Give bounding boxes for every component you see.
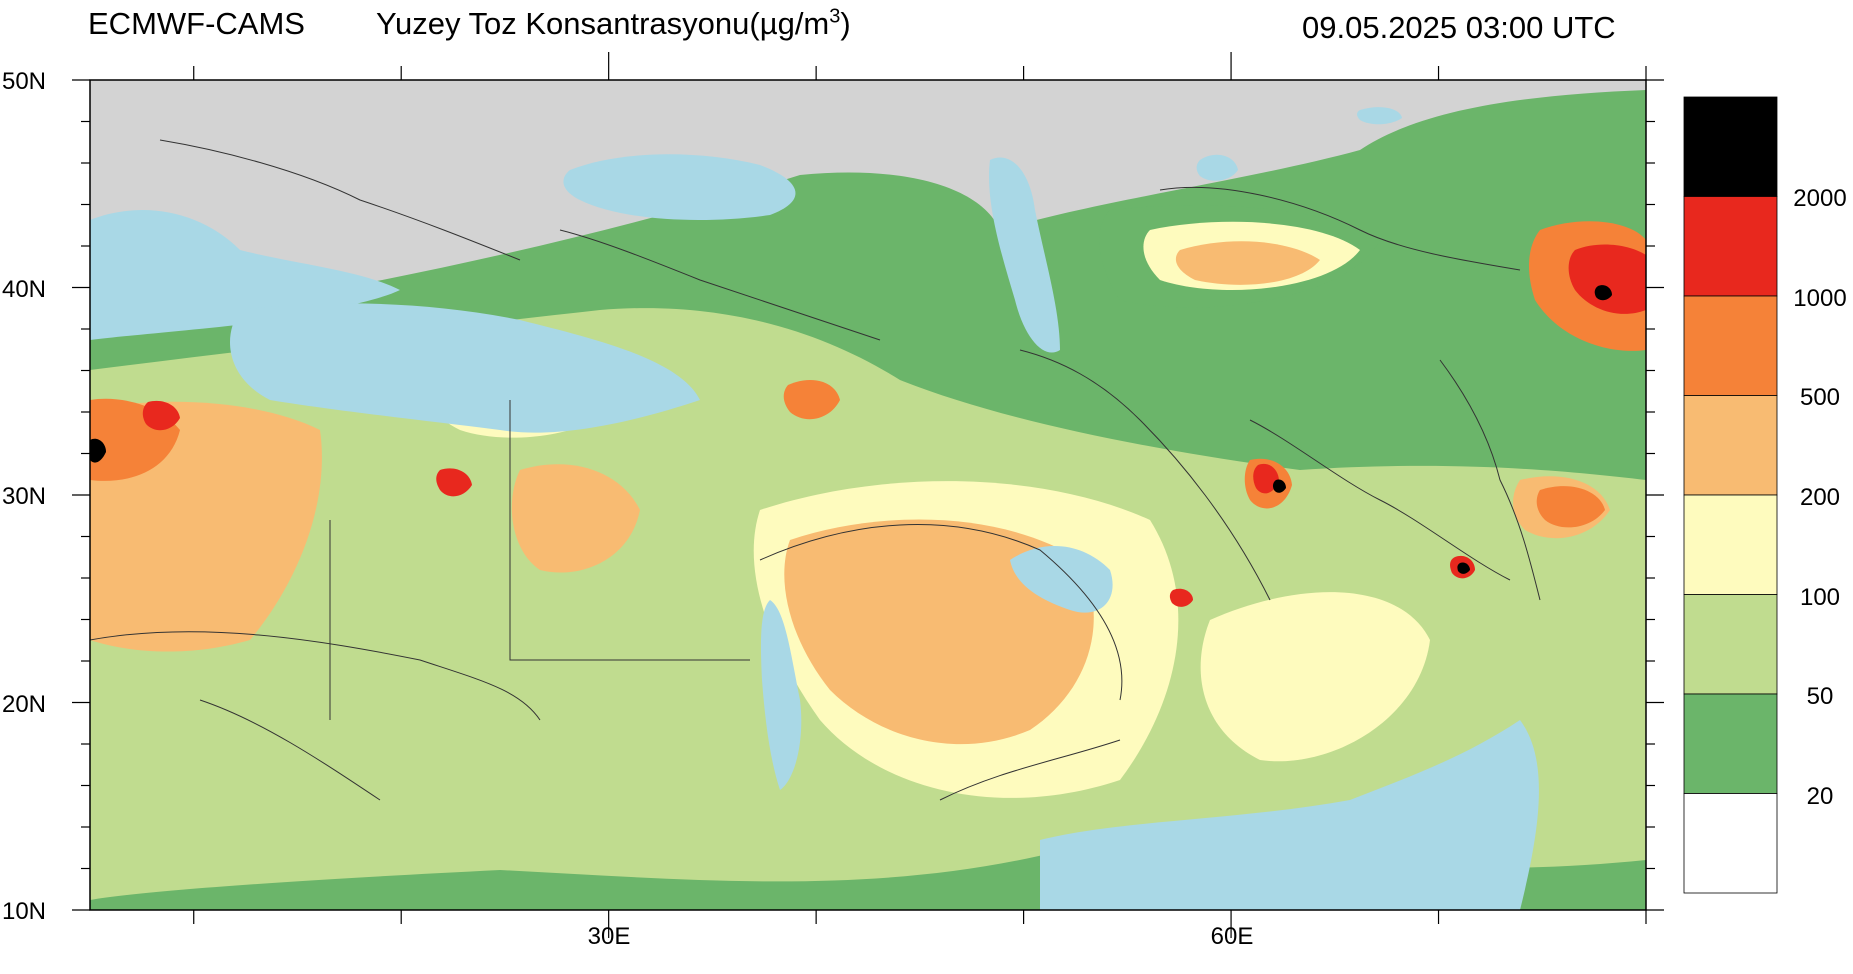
dust-layer-1000 bbox=[142, 244, 1646, 607]
sea-black bbox=[563, 154, 796, 220]
map-title: Yuzey Toz Konsantrasyonu(µg/m3) bbox=[376, 5, 851, 41]
colorbar-swatch bbox=[1683, 793, 1778, 894]
colorbar-label-100: 100 bbox=[1799, 584, 1841, 611]
lat-label-20n: 20N bbox=[1, 691, 46, 718]
lake-balkhash bbox=[1357, 107, 1402, 125]
sea-red bbox=[760, 600, 802, 790]
country-borders bbox=[90, 139, 1541, 801]
sea-arabian bbox=[1040, 720, 1539, 910]
colorbar-swatch bbox=[1683, 693, 1778, 794]
model-source-label: ECMWF-CAMS bbox=[88, 6, 305, 41]
dust-layer-2000 bbox=[90, 285, 1612, 574]
colorbar-label-200: 200 bbox=[1799, 484, 1841, 511]
lat-label-10n: 10N bbox=[1, 898, 46, 925]
colorbar-swatch bbox=[1683, 96, 1778, 197]
lon-label-30e: 30E bbox=[587, 923, 631, 950]
colorbar-label-1000: 1000 bbox=[1793, 285, 1847, 312]
colorbar-swatch bbox=[1683, 395, 1778, 496]
axis-ticks bbox=[72, 52, 1664, 938]
lon-label-60e: 60E bbox=[1210, 923, 1254, 950]
colorbar-swatch bbox=[1683, 196, 1778, 297]
colorbar-swatch bbox=[1683, 494, 1778, 595]
title-close: ) bbox=[840, 6, 851, 41]
lat-label-50n: 50N bbox=[1, 68, 46, 95]
sea-east-med bbox=[230, 303, 700, 433]
title-main: Yuzey Toz Konsantrasyonu(µg/m bbox=[376, 6, 830, 41]
colorbar-label-50: 50 bbox=[1806, 683, 1834, 710]
colorbar-swatch bbox=[1683, 295, 1778, 396]
colorbar-swatch bbox=[1683, 594, 1778, 695]
title-superscript: 3 bbox=[829, 5, 841, 28]
colorbar-label-20: 20 bbox=[1806, 783, 1834, 810]
sea-caspian bbox=[989, 157, 1060, 353]
water-bodies bbox=[90, 107, 1539, 910]
colorbar-label-2000: 2000 bbox=[1793, 185, 1847, 212]
lat-label-30n: 30N bbox=[1, 483, 46, 510]
colorbar bbox=[1683, 96, 1778, 894]
lat-label-40n: 40N bbox=[1, 276, 46, 303]
map-field bbox=[90, 80, 1646, 910]
valid-datetime: 09.05.2025 03:00 UTC bbox=[1302, 10, 1616, 45]
lake-aral bbox=[1196, 154, 1238, 181]
colorbar-label-500: 500 bbox=[1799, 384, 1841, 411]
